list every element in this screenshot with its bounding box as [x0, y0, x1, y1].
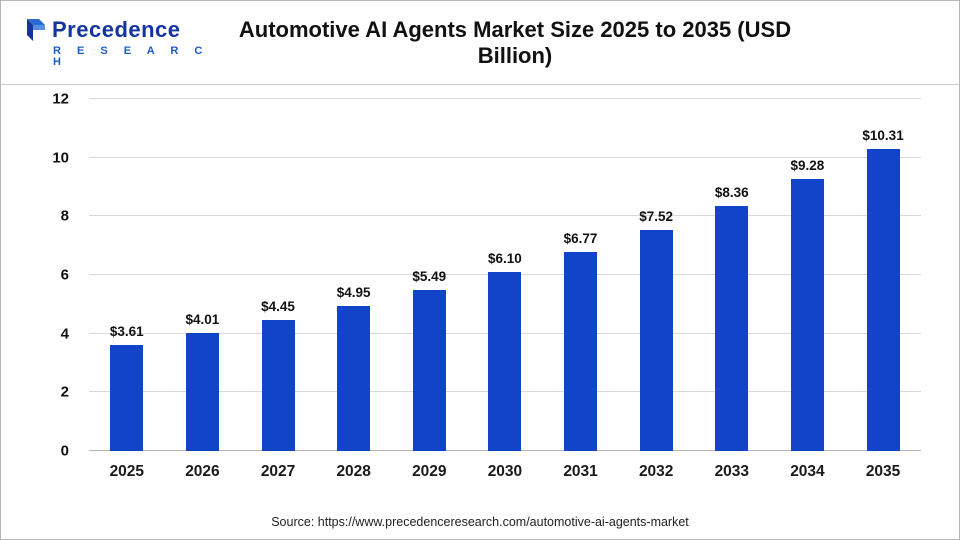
bar-column: $6.77 [543, 99, 618, 451]
x-tick-label: 2025 [109, 463, 145, 480]
logo-name: Precedence [52, 16, 181, 42]
y-tick-label: 12 [52, 90, 69, 108]
bar [261, 320, 295, 451]
bar-value-label: $6.77 [563, 231, 598, 247]
x-tick-label: 2029 [412, 463, 447, 480]
bar [488, 272, 522, 451]
bar-value-label: $3.61 [109, 324, 144, 340]
y-tick-label: 0 [60, 442, 69, 460]
bar-value-label: $4.95 [336, 284, 371, 300]
bar [715, 205, 749, 451]
bar-value-label: $8.36 [714, 184, 749, 200]
x-tick-label: 2031 [563, 463, 598, 480]
bar [412, 289, 446, 451]
bar [337, 305, 371, 451]
bar-value-label: $7.52 [639, 209, 674, 225]
bar [564, 252, 598, 451]
bar-value-label: $6.10 [488, 251, 522, 267]
bar-value-label: $4.01 [185, 312, 220, 328]
bar-column: $10.31 [846, 99, 921, 451]
bar-column: $9.28 [770, 99, 845, 451]
y-tick-label: 8 [60, 207, 69, 225]
y-axis: 0 2 4 6 8 10 12 [31, 91, 77, 460]
bar-value-label: $4.45 [261, 299, 295, 315]
bar-column: $4.01 [165, 99, 240, 451]
y-tick-label: 4 [60, 325, 69, 343]
x-tick-label: 2027 [260, 463, 296, 480]
y-tick-label: 2 [60, 383, 69, 401]
x-tick-label: 2028 [336, 463, 371, 480]
header: Precedence R E S E A R C H Automotive AI… [1, 1, 959, 85]
bar-column: $4.45 [241, 99, 316, 451]
gridline [89, 156, 921, 158]
chart-region: 0 2 4 6 8 10 12 $3.61 $4.01 $4.45 $4.95 $5.49 $6.10… [1, 85, 959, 481]
bar [639, 230, 673, 451]
x-axis: 2025 2026 2027 2028 2029 2030 2031 2032 2033 2034… [89, 463, 921, 481]
source-line: Source: https://www.precedenceresearch.c… [271, 515, 689, 529]
logo-icon [25, 18, 47, 42]
bar-column: $3.61 [89, 99, 164, 451]
bar-column: $4.95 [316, 99, 391, 451]
gridline [89, 215, 921, 217]
bar-value-label: $10.31 [862, 127, 904, 143]
bar-value-label: $5.49 [412, 268, 447, 284]
bar-column: $7.52 [619, 99, 694, 451]
x-tick-label: 2030 [487, 463, 523, 480]
x-tick-label: 2033 [714, 463, 750, 480]
logo-subtitle: R E S E A R C H [53, 44, 209, 68]
x-tick-label: 2035 [865, 463, 901, 480]
y-tick-label: 10 [52, 149, 69, 167]
bar [110, 345, 144, 451]
y-tick-label: 6 [60, 266, 69, 284]
x-tick-label: 2034 [790, 463, 825, 480]
bar-column: $5.49 [392, 99, 467, 451]
x-tick-label: 2032 [638, 463, 674, 480]
bar [185, 333, 219, 451]
bars-layer: $3.61 $4.01 $4.45 $4.95 $5.49 $6.10 $6.77 $7.52… [89, 99, 921, 451]
bar-value-label: $9.28 [790, 157, 825, 173]
x-tick-label: 2026 [185, 463, 220, 480]
gridline [89, 98, 921, 99]
bar-column: $6.10 [468, 99, 543, 451]
bar-column: $8.36 [694, 99, 769, 451]
precedence-research-logo: Precedence R E S E A R C H [25, 18, 215, 68]
chart-title: Automotive AI Agents Market Size 2025 to… [238, 16, 792, 68]
bar [866, 148, 900, 451]
bar [790, 178, 824, 451]
plot-area: 0 2 4 6 8 10 12 $3.61 $4.01 $4.45 $4.95 $5.49 $6.10… [52, 91, 921, 460]
